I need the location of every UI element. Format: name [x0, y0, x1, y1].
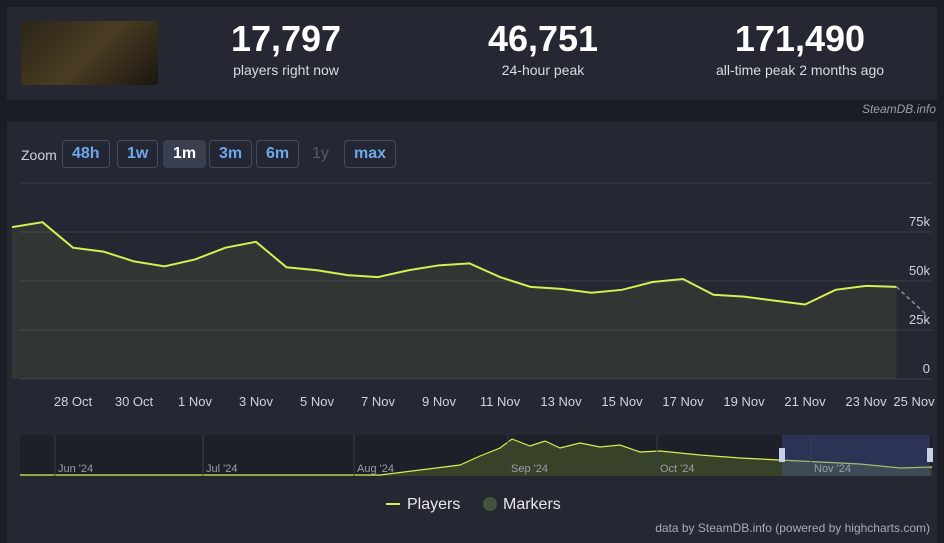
navigator-label: Sep '24: [511, 463, 548, 475]
x-tick-label: 9 Nov: [422, 394, 456, 409]
y-tick-label: 0: [923, 361, 930, 376]
x-tick-label: 1 Nov: [178, 394, 212, 409]
y-tick-label: 50k: [909, 263, 930, 278]
stat: 46,751 24-hour peak: [433, 18, 653, 79]
navigator-area: [20, 439, 932, 476]
x-tick-label: 28 Oct: [54, 394, 93, 409]
navigator-line: [20, 438, 933, 476]
game-thumbnail[interactable]: [21, 21, 158, 85]
navigator-label: Nov '24: [814, 463, 851, 475]
navigator-handle[interactable]: [779, 448, 785, 462]
navigator-label: Jul '24: [206, 463, 237, 475]
x-tick-label: 19 Nov: [723, 394, 765, 409]
legend-label: Markers: [503, 496, 561, 513]
x-tick-label: 21 Nov: [784, 394, 826, 409]
stat-value: 46,751: [487, 18, 599, 59]
zoom-label: Zoom: [21, 147, 57, 163]
x-tick-label: 30 Oct: [115, 394, 154, 409]
legend-swatch: [483, 497, 497, 511]
stat-value: 171,490: [734, 18, 866, 59]
x-tick-label: 5 Nov: [300, 394, 334, 409]
x-tick-label: 7 Nov: [361, 394, 395, 409]
header-panel: [7, 7, 937, 100]
stat-label: all-time peak 2 months ago: [715, 62, 885, 78]
x-tick-label: 13 Nov: [540, 394, 582, 409]
y-tick-label: 75k: [909, 214, 930, 229]
series-area: [12, 222, 897, 379]
zoom-button[interactable]: 1w: [117, 140, 159, 168]
stat: 171,490 all-time peak 2 months ago: [690, 18, 910, 79]
y-tick-label: 25k: [909, 312, 930, 327]
x-tick-label: 3 Nov: [239, 394, 273, 409]
x-tick-label: 17 Nov: [662, 394, 704, 409]
stat-label: 24-hour peak: [501, 62, 585, 78]
navigator-label: Jun '24: [58, 463, 93, 475]
x-tick-label: 15 Nov: [601, 394, 643, 409]
navigator-handle[interactable]: [927, 448, 933, 462]
stat: 17,797 players right now: [176, 18, 396, 79]
stat-label: players right now: [233, 62, 339, 78]
x-tick-label: 11 Nov: [480, 394, 521, 409]
x-tick-label: 23 Nov: [845, 394, 887, 409]
credit: data by SteamDB.info (powered by highcha…: [655, 521, 930, 535]
zoom-button[interactable]: 3m: [209, 140, 253, 168]
zoom-button[interactable]: max: [344, 140, 397, 168]
source: SteamDB.info: [861, 102, 936, 116]
navigator-label: Aug '24: [357, 463, 394, 475]
legend-label: Players: [407, 496, 460, 513]
stat-value: 17,797: [230, 18, 342, 59]
series-line: [11, 221, 897, 306]
zoom-button[interactable]: 48h: [62, 140, 110, 168]
zoom-button[interactable]: 1m: [163, 140, 207, 168]
zoom-button: 1y: [312, 145, 329, 162]
navigator-label: Oct '24: [660, 463, 695, 475]
navigator-selection[interactable]: [782, 435, 930, 476]
zoom-button[interactable]: 6m: [256, 140, 300, 168]
x-tick-label: 25 Nov: [893, 394, 935, 409]
